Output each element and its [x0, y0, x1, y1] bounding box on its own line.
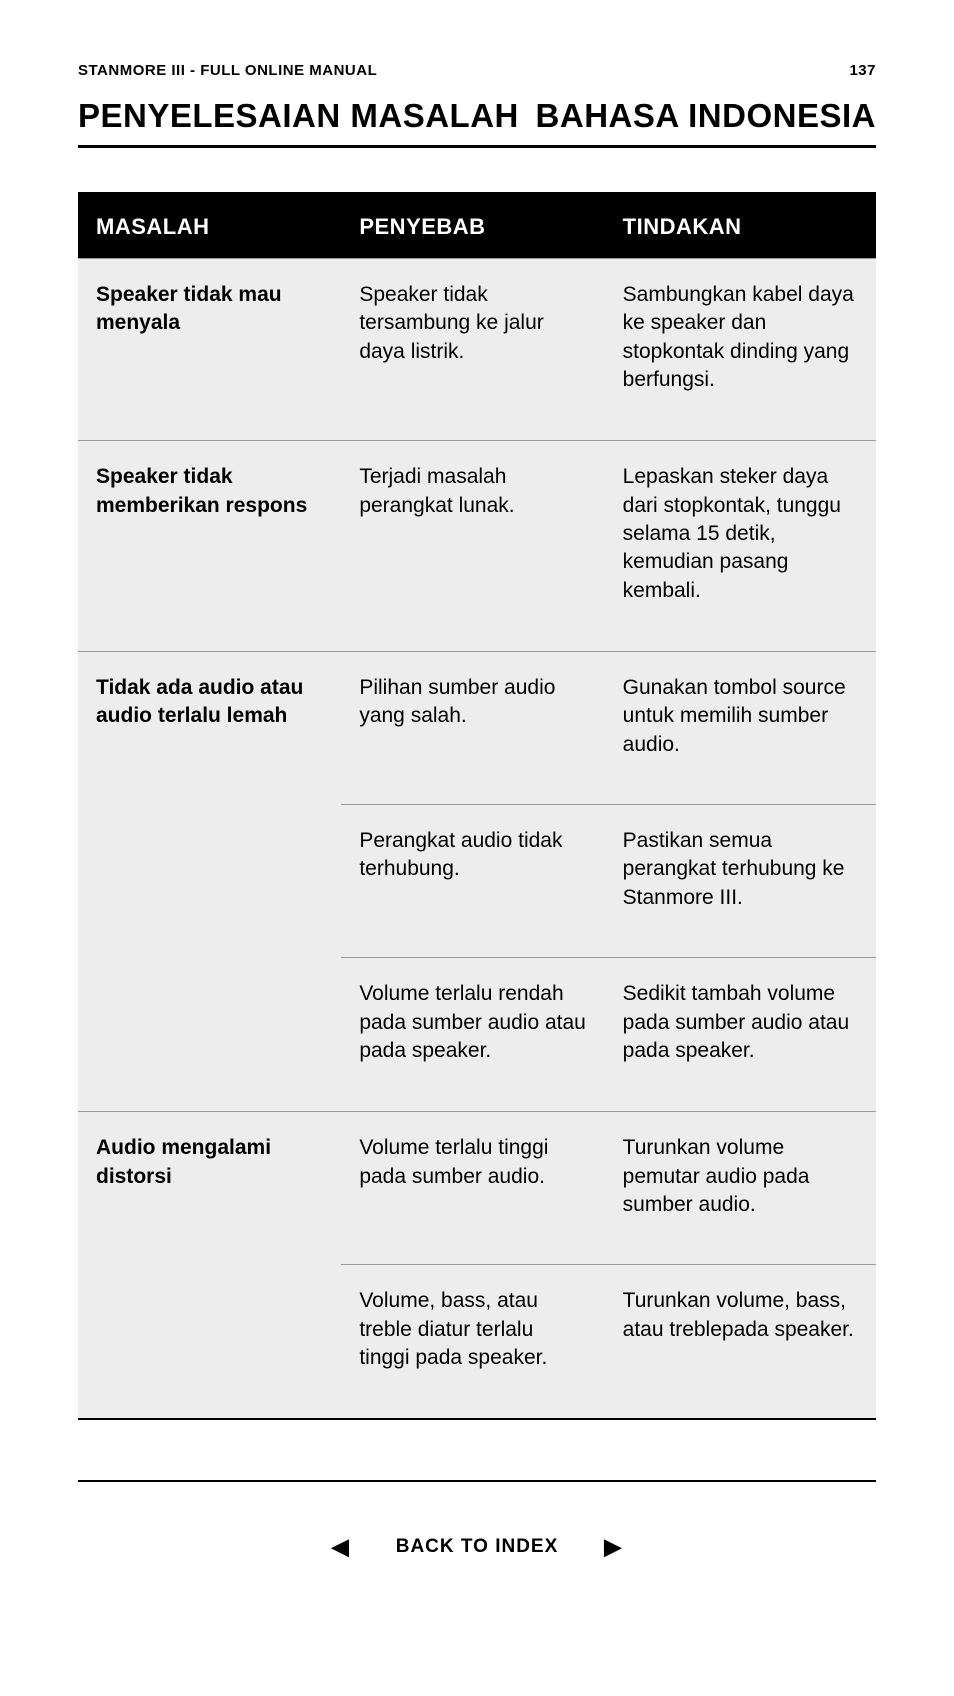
page-header: STANMORE III - FULL ONLINE MANUAL 137 [78, 62, 876, 79]
table-header-row: MASALAH PENYEBAB TINDAKAN [78, 196, 876, 258]
page-number: 137 [849, 62, 876, 79]
cause-cell: Speaker tidak tersambung ke jalur daya l… [341, 259, 604, 440]
table-group: Speaker tidak mau menyala Speaker tidak … [78, 258, 876, 440]
action-cell: Lepaskan steker daya dari stopkontak, tu… [605, 441, 876, 651]
manual-title: STANMORE III - FULL ONLINE MANUAL [78, 62, 377, 79]
page-nav: ◀ BACK TO INDEX ▶ [78, 1534, 876, 1560]
problem-cell: Tidak ada audio atau audio terlalu lemah [78, 652, 341, 805]
table-row: Speaker tidak memberikan respons Terjadi… [78, 441, 876, 651]
table-row: Tidak ada audio atau audio terlalu lemah… [78, 652, 876, 805]
table-group: Tidak ada audio atau audio terlalu lemah… [78, 651, 876, 1111]
cause-cell: Pilihan sumber audio yang salah. [341, 652, 604, 805]
action-cell: Turunkan volume pemutar audio pada sumbe… [605, 1112, 876, 1265]
table-group: Audio mengalami distorsi Volume terlalu … [78, 1111, 876, 1418]
action-cell: Turunkan volume, bass, atau treblepada s… [605, 1265, 876, 1418]
section-titles: PENYELESAIAN MASALAH BAHASA INDONESIA [78, 97, 876, 135]
problem-cell-empty [78, 1265, 341, 1418]
cause-cell: Volume terlalu rendah pada sumber audio … [341, 958, 604, 1111]
prev-page-icon[interactable]: ◀ [332, 1534, 350, 1560]
table-row: Audio mengalami distorsi Volume terlalu … [78, 1112, 876, 1265]
col-header-cause: PENYEBAB [341, 196, 604, 258]
cause-cell: Perangkat audio tidak terhubung. [341, 805, 604, 958]
next-page-icon[interactable]: ▶ [604, 1534, 622, 1560]
footer-rule [78, 1480, 876, 1482]
action-cell: Gunakan tombol source untuk memilih sumb… [605, 652, 876, 805]
problem-cell: Audio mengalami distorsi [78, 1112, 341, 1265]
problem-cell: Speaker tidak memberikan respons [78, 441, 341, 651]
action-cell: Pastikan semua perangkat terhubung ke St… [605, 805, 876, 958]
cause-cell: Terjadi masalah perangkat lunak. [341, 441, 604, 651]
problem-cell-empty [78, 805, 341, 958]
action-cell: Sedikit tambah volume pada sumber audio … [605, 958, 876, 1111]
language-heading: BAHASA INDONESIA [536, 97, 876, 135]
action-cell: Sambungkan kabel daya ke speaker dan sto… [605, 259, 876, 440]
title-rule [78, 145, 876, 148]
col-header-action: TINDAKAN [605, 196, 876, 258]
cause-cell: Volume, bass, atau treble diatur terlalu… [341, 1265, 604, 1418]
table-row: Speaker tidak mau menyala Speaker tidak … [78, 259, 876, 440]
table-row: Volume, bass, atau treble diatur terlalu… [78, 1265, 876, 1418]
table-row: Volume terlalu rendah pada sumber audio … [78, 958, 876, 1111]
section-heading: PENYELESAIAN MASALAH [78, 97, 519, 135]
table-row: Perangkat audio tidak terhubung. Pastika… [78, 805, 876, 958]
col-header-problem: MASALAH [78, 196, 341, 258]
back-to-index-link[interactable]: BACK TO INDEX [396, 1536, 559, 1558]
problem-cell: Speaker tidak mau menyala [78, 259, 341, 440]
troubleshooting-table: MASALAH PENYEBAB TINDAKAN Speaker tidak … [78, 192, 876, 1420]
cause-cell: Volume terlalu tinggi pada sumber audio. [341, 1112, 604, 1265]
problem-cell-empty [78, 958, 341, 1111]
table-group: Speaker tidak memberikan respons Terjadi… [78, 440, 876, 651]
manual-page: STANMORE III - FULL ONLINE MANUAL 137 PE… [0, 0, 954, 1600]
